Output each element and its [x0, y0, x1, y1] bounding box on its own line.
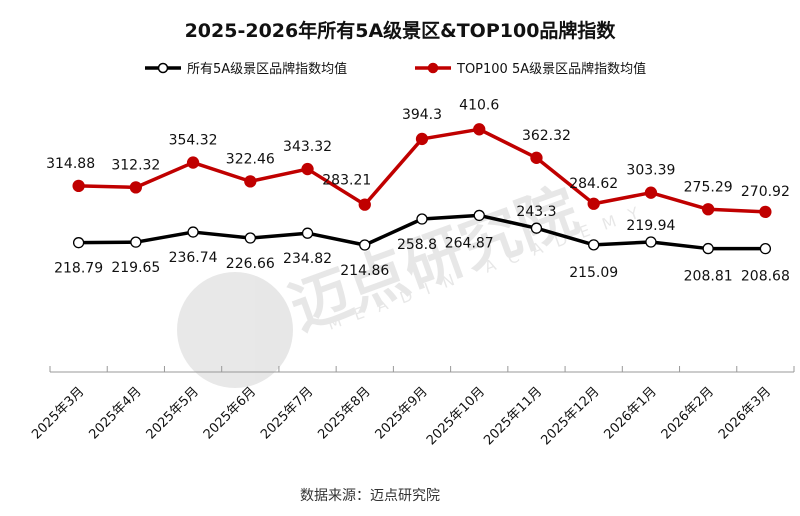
data-point [588, 239, 600, 251]
data-point [244, 232, 256, 244]
data-label: 362.32 [522, 128, 571, 144]
data-point [186, 156, 200, 169]
data-point [702, 242, 714, 255]
data-point [530, 222, 543, 234]
x-axis: 2025年3月2025年4月2025年5月2025年6月2025年7月2025年… [29, 366, 795, 448]
x-tick-label: 2026年1月 [602, 384, 660, 442]
plot-area: 218.79 219.65 236.74 226.66 234.82 214.86 258.… [46, 97, 790, 284]
data-point [587, 197, 600, 210]
data-label: 394.3 [402, 107, 442, 123]
data-label: 208.68 [741, 269, 790, 285]
data-point [72, 237, 85, 249]
legend-item: TOP100 5A级景区品牌指数均值 [415, 61, 646, 77]
legend-label: 所有5A级景区品牌指数均值 [187, 61, 347, 77]
data-point [416, 213, 428, 225]
legend-marker [427, 62, 439, 74]
series-0: 218.79 219.65 236.74 226.66 234.82 214.86 258.… [54, 204, 790, 284]
data-label: 234.82 [283, 251, 332, 267]
data-label: 208.81 [684, 269, 733, 285]
data-label: 219.94 [626, 218, 675, 234]
data-point [759, 205, 772, 219]
x-tick-label: 2025年12月 [538, 384, 602, 448]
x-tick-label: 2025年3月 [29, 384, 87, 442]
data-point [301, 162, 314, 176]
data-label: 410.6 [459, 97, 499, 113]
data-label: 215.09 [569, 265, 618, 281]
data-point [702, 203, 715, 216]
data-label: 312.32 [111, 157, 160, 173]
data-label: 219.65 [111, 260, 160, 276]
x-tick-label: 2025年4月 [86, 384, 144, 442]
x-tick-label: 2025年6月 [201, 384, 259, 442]
data-point [473, 209, 485, 222]
x-tick-label: 2025年7月 [258, 384, 316, 442]
data-point [359, 239, 371, 251]
data-point [130, 236, 142, 248]
x-tick-label: 2025年10月 [424, 384, 488, 448]
data-point [358, 198, 371, 211]
data-label: 303.39 [626, 163, 675, 179]
data-label: 284.62 [569, 176, 618, 192]
x-tick-label: 2026年3月 [716, 384, 774, 442]
data-point [645, 236, 657, 248]
data-label: 270.92 [741, 184, 790, 200]
watermark-logo [177, 272, 293, 388]
data-point [415, 132, 429, 146]
data-point [301, 227, 314, 239]
data-point [187, 226, 199, 238]
legend-marker [157, 62, 169, 74]
legend: 所有5A级景区品牌指数均值 TOP100 5A级景区品牌指数均值 [145, 61, 646, 77]
data-label: 343.32 [283, 139, 332, 155]
data-point [759, 242, 772, 255]
chart-title: 2025-2026年所有5A级景区&TOP100品牌指数 [185, 19, 617, 42]
data-label: 314.88 [46, 156, 95, 172]
series-1: 314.88 312.32 354.32 322.46 343.32 283.21 394.… [46, 97, 790, 219]
x-tick-label: 2025年11月 [481, 384, 545, 448]
data-point [72, 179, 85, 193]
data-label: 258.8 [397, 237, 437, 253]
watermark: 迈点研究院 MEADIN ACADEMY [177, 176, 654, 388]
x-tick-label: 2026年2月 [659, 384, 717, 442]
data-label: 322.46 [226, 151, 275, 167]
data-point [530, 151, 543, 164]
data-label: 354.32 [169, 133, 218, 149]
data-label: 243.3 [516, 204, 556, 220]
data-label: 236.74 [169, 250, 218, 266]
data-label: 264.87 [445, 235, 494, 251]
data-point [473, 123, 486, 136]
data-point [244, 175, 257, 188]
legend-label: TOP100 5A级景区品牌指数均值 [456, 61, 646, 77]
x-tick-label: 2025年8月 [315, 384, 373, 442]
data-label: 218.79 [54, 261, 103, 277]
data-label: 214.86 [340, 263, 389, 279]
legend-item: 所有5A级景区品牌指数均值 [145, 61, 347, 77]
source-note: 数据来源：迈点研究院 [300, 488, 440, 504]
data-label: 275.29 [684, 179, 733, 195]
x-tick-label: 2025年5月 [144, 384, 202, 442]
x-tick-label: 2025年9月 [373, 384, 431, 442]
data-label: 226.66 [226, 256, 275, 272]
data-label: 283.21 [322, 173, 371, 189]
data-point [129, 181, 142, 194]
data-point [644, 186, 658, 199]
